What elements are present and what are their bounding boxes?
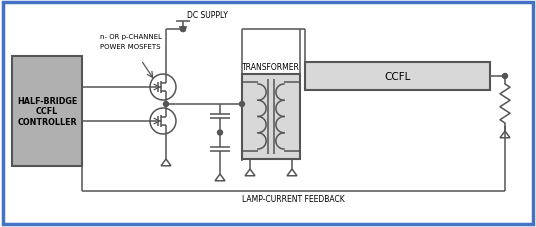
- Text: LAMP-CURRENT FEEDBACK: LAMP-CURRENT FEEDBACK: [242, 194, 345, 203]
- Circle shape: [181, 27, 185, 32]
- Bar: [305, 63, 490, 91]
- Text: DC SUPPLY: DC SUPPLY: [187, 11, 228, 20]
- Circle shape: [181, 27, 185, 32]
- Bar: [12, 57, 82, 166]
- Bar: [242, 75, 300, 159]
- Text: CCFL: CCFL: [384, 72, 411, 82]
- Circle shape: [163, 102, 168, 107]
- Circle shape: [218, 131, 222, 135]
- Text: TRANSFORMER: TRANSFORMER: [242, 63, 300, 72]
- Text: HALF-BRIDGE
CCFL
CONTROLLER: HALF-BRIDGE CCFL CONTROLLER: [17, 97, 77, 126]
- Text: POWER MOSFETS: POWER MOSFETS: [100, 44, 160, 50]
- Circle shape: [503, 74, 508, 79]
- Text: n- OR p-CHANNEL: n- OR p-CHANNEL: [100, 34, 162, 40]
- Circle shape: [240, 102, 244, 107]
